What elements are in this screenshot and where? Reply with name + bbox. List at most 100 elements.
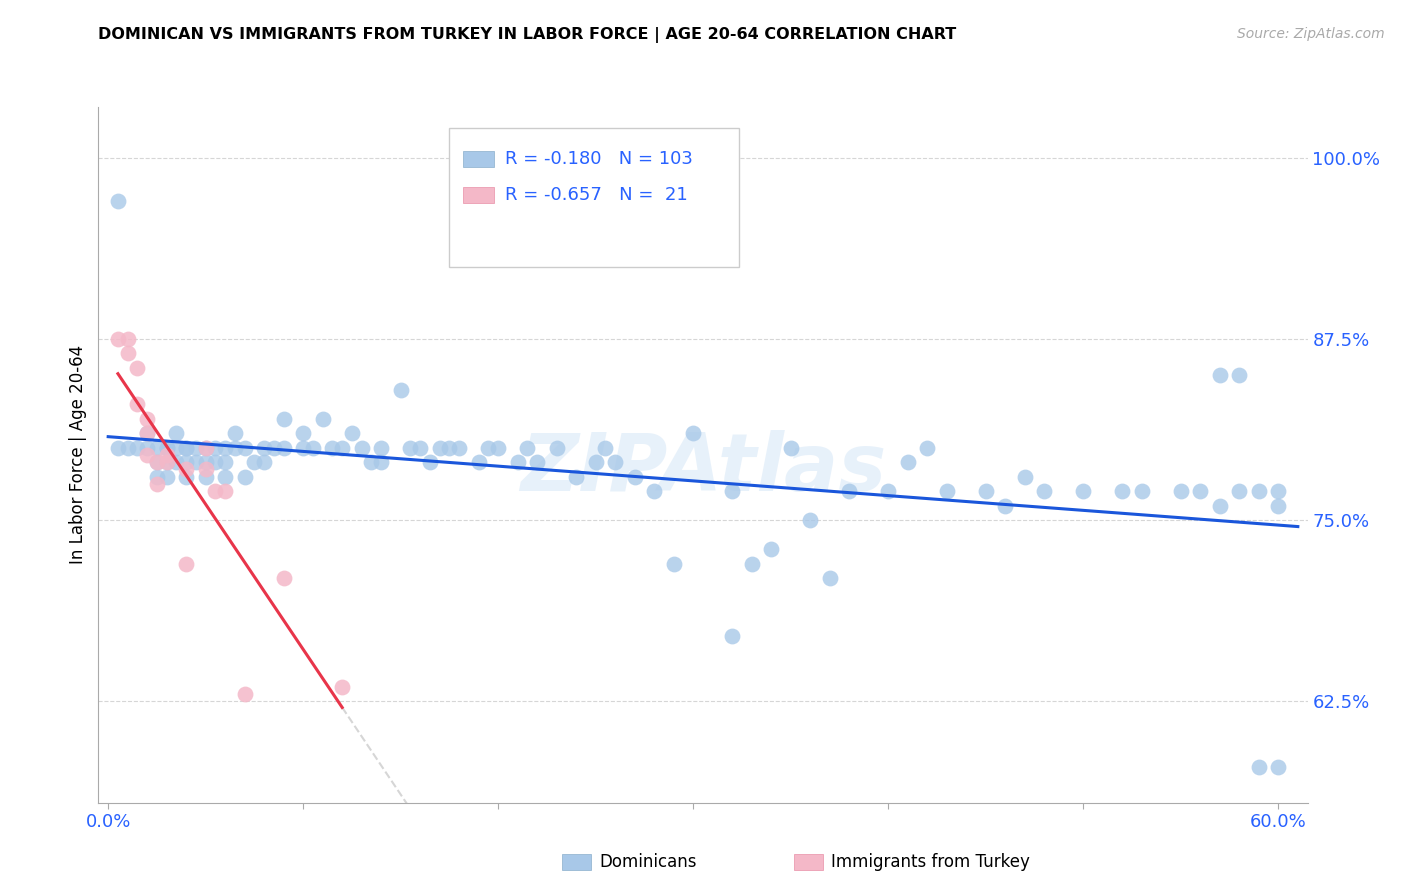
Point	[506, 455, 529, 469]
Point	[389, 383, 412, 397]
Point	[1267, 484, 1289, 499]
Point	[429, 441, 451, 455]
Text: Source: ZipAtlas.com: Source: ZipAtlas.com	[1237, 27, 1385, 41]
Point	[194, 462, 217, 476]
Point	[117, 441, 139, 455]
Point	[107, 332, 129, 346]
Point	[526, 455, 548, 469]
Point	[127, 360, 149, 375]
Point	[156, 455, 179, 469]
Point	[253, 455, 276, 469]
Point	[127, 441, 149, 455]
Point	[370, 441, 392, 455]
Point	[1227, 484, 1250, 499]
Point	[136, 448, 159, 462]
Point	[605, 455, 627, 469]
Point	[741, 557, 763, 571]
Point	[224, 426, 246, 441]
Point	[302, 441, 325, 455]
Point	[321, 441, 343, 455]
Point	[136, 426, 159, 441]
Point	[477, 441, 499, 455]
Point	[136, 426, 159, 441]
Point	[1227, 368, 1250, 383]
Point	[224, 441, 246, 455]
Point	[273, 571, 295, 585]
Point	[486, 441, 509, 455]
Point	[1209, 368, 1232, 383]
Point	[263, 441, 285, 455]
Point	[595, 441, 617, 455]
Text: R = -0.180   N = 103: R = -0.180 N = 103	[505, 150, 693, 168]
Text: ZIPAtlas: ZIPAtlas	[520, 430, 886, 508]
Point	[146, 476, 169, 491]
Point	[174, 455, 197, 469]
Point	[194, 469, 217, 483]
Point	[214, 484, 236, 499]
Point	[818, 571, 841, 585]
Point	[585, 455, 607, 469]
Point	[165, 426, 187, 441]
Point	[370, 455, 392, 469]
Point	[184, 441, 207, 455]
Point	[174, 469, 197, 483]
Point	[117, 346, 139, 360]
Point	[1111, 484, 1133, 499]
Point	[165, 441, 187, 455]
Point	[360, 455, 382, 469]
Point	[127, 397, 149, 411]
Point	[214, 441, 236, 455]
Point	[214, 469, 236, 483]
Point	[935, 484, 957, 499]
Point	[1170, 484, 1192, 499]
Point	[273, 441, 295, 455]
Point	[174, 462, 197, 476]
Point	[1071, 484, 1094, 499]
Point	[340, 426, 363, 441]
Point	[1189, 484, 1212, 499]
Text: DOMINICAN VS IMMIGRANTS FROM TURKEY IN LABOR FORCE | AGE 20-64 CORRELATION CHART: DOMINICAN VS IMMIGRANTS FROM TURKEY IN L…	[98, 27, 956, 43]
Point	[156, 441, 179, 455]
Point	[292, 426, 315, 441]
Point	[721, 484, 744, 499]
Point	[146, 455, 169, 469]
Point	[877, 484, 900, 499]
Point	[107, 194, 129, 209]
Point	[330, 441, 353, 455]
Point	[994, 499, 1017, 513]
Point	[253, 441, 276, 455]
Point	[1247, 759, 1270, 773]
Point	[799, 513, 821, 527]
Point	[1267, 499, 1289, 513]
Point	[273, 411, 295, 425]
Point	[194, 455, 217, 469]
Point	[312, 411, 335, 425]
Point	[721, 629, 744, 643]
Point	[439, 441, 461, 455]
Point	[194, 441, 217, 455]
Y-axis label: In Labor Force | Age 20-64: In Labor Force | Age 20-64	[69, 345, 87, 565]
Point	[838, 484, 860, 499]
Point	[1033, 484, 1056, 499]
Text: Immigrants from Turkey: Immigrants from Turkey	[831, 853, 1029, 871]
Point	[233, 687, 256, 701]
Point	[897, 455, 920, 469]
Point	[974, 484, 997, 499]
Point	[623, 469, 645, 483]
Point	[1247, 484, 1270, 499]
Point	[516, 441, 538, 455]
Point	[1267, 759, 1289, 773]
Point	[761, 542, 783, 557]
Point	[156, 441, 179, 455]
Point	[146, 469, 169, 483]
Point	[917, 441, 939, 455]
Point	[565, 469, 588, 483]
Point	[350, 441, 373, 455]
Point	[662, 557, 685, 571]
Point	[107, 441, 129, 455]
Point	[194, 441, 217, 455]
Point	[1209, 499, 1232, 513]
Point	[330, 680, 353, 694]
Point	[643, 484, 665, 499]
Text: Dominicans: Dominicans	[599, 853, 696, 871]
